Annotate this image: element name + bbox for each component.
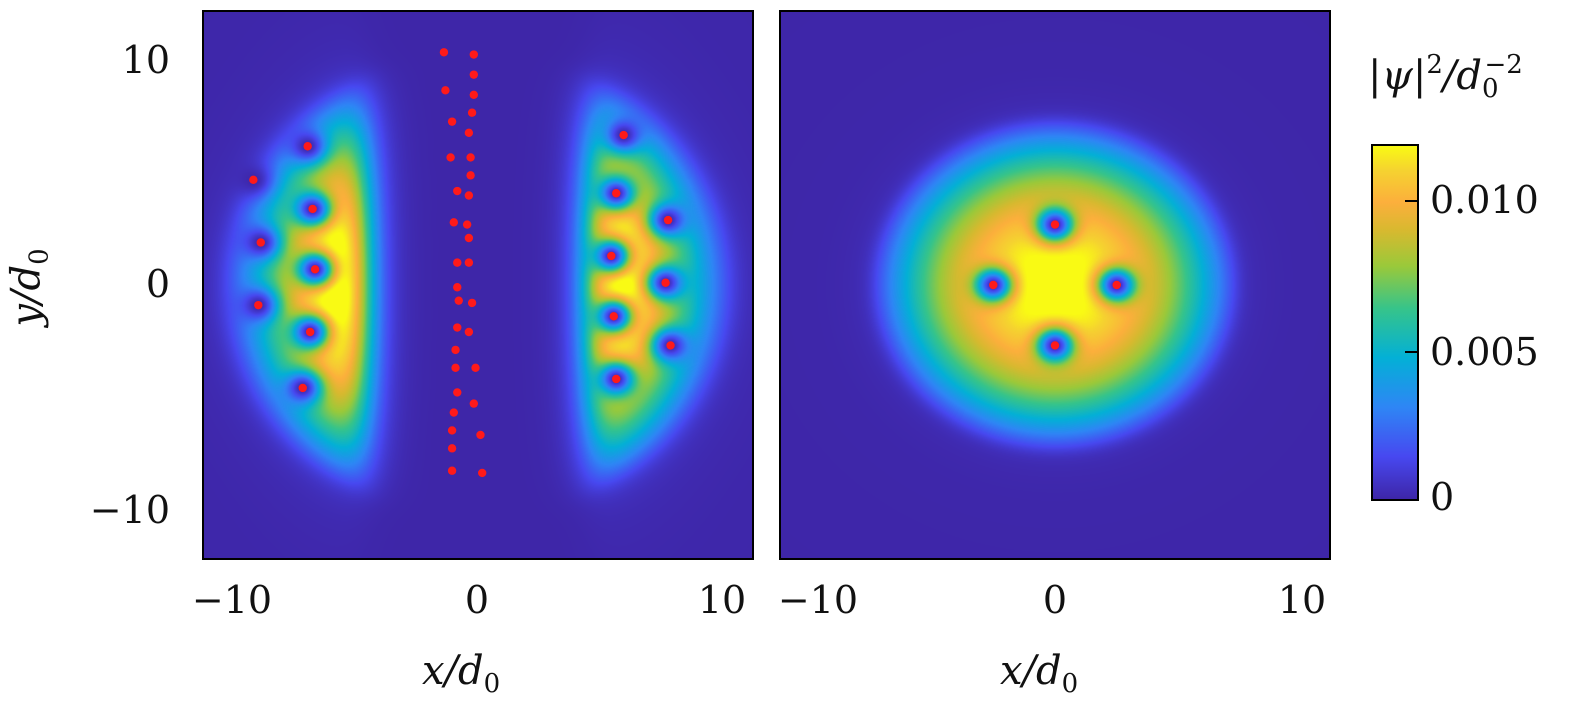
colorbar-tick-label: 0.010 [1430,178,1539,222]
left-vortex-markers [249,48,675,478]
right-x-axis-label: x/d0 [1000,648,1079,699]
vortex-marker [451,345,460,355]
vortex-marker [609,312,618,321]
vortex-marker [451,363,460,372]
left-x-axis-label: x/d0 [422,648,501,699]
y-axis-label: y/d0 [3,248,55,327]
vortex-marker [453,323,462,332]
vortex-marker [453,258,462,267]
vortex-marker [612,374,621,384]
vortex-marker [310,265,320,274]
ytick-label: −10 [89,488,170,532]
vortex-marker [256,238,265,247]
colorbar-tick-label: 0.005 [1430,330,1539,374]
right-heatmap-panel [779,10,1331,560]
vortex-marker [469,399,479,408]
vortex-marker [454,296,463,305]
vortex-marker [453,388,462,397]
left-density-field [204,12,752,558]
ytick-label: 10 [121,38,170,82]
left-heatmap-panel [202,10,754,560]
vortex-marker [449,408,459,417]
vortex-marker [467,298,477,308]
vortex-marker [447,117,457,126]
vortex-marker [1050,341,1060,350]
vortex-marker [464,128,474,138]
vortex-marker [453,283,462,292]
vortex-marker [447,426,457,435]
ytick-label: 0 [145,262,170,306]
vortex-marker [663,215,673,225]
vortex-marker [666,341,675,350]
vortex-marker [446,153,455,162]
vortex-marker [447,466,457,475]
vortex-marker [469,50,479,59]
vortex-marker [467,108,477,117]
right-vortex-markers [989,220,1121,350]
right-xtick-label: 10 [1277,578,1327,622]
left-xtick-label: 0 [464,578,490,622]
vortex-marker [249,175,258,185]
vortex-marker [441,86,450,95]
right-xtick-label: 0 [1042,578,1068,622]
vortex-marker [308,204,317,214]
vortex-marker [612,189,621,198]
colorbar-tick [1405,351,1419,353]
vortex-marker [466,153,475,162]
vortex-marker [453,186,462,196]
vortex-marker [619,130,628,140]
vortex-marker [305,327,315,337]
vortex-marker [469,90,479,99]
vortex-marker [469,70,479,79]
vortex-marker [303,142,312,151]
vortex-marker [1050,220,1060,229]
vortex-marker [462,220,472,229]
right-xtick-label: −10 [777,578,859,622]
colorbar-tick-label: 0 [1430,475,1455,519]
left-xtick-label: 10 [697,578,747,622]
vortex-marker [439,48,449,57]
right-density-field [781,12,1329,558]
vortex-marker [471,363,480,372]
vortex-marker [1112,280,1121,290]
vortex-marker [607,251,616,261]
vortex-marker [476,430,485,440]
vortex-marker [254,300,263,310]
vortex-marker [989,280,998,290]
vortex-marker [477,468,487,478]
colorbar-label: |ψ|2/d0−2 [1368,50,1523,104]
colorbar-tick [1405,200,1419,202]
vortex-marker [466,171,475,180]
vortex-marker [464,258,474,267]
vortex-marker [464,191,474,200]
vortex-marker [661,278,670,287]
left-xtick-label: −10 [191,578,273,622]
vortex-marker [449,218,459,227]
vortex-marker [464,233,474,243]
vortex-marker [447,444,457,453]
vortex-marker [464,327,474,337]
vortex-marker [298,383,307,393]
colorbar [1371,144,1419,501]
